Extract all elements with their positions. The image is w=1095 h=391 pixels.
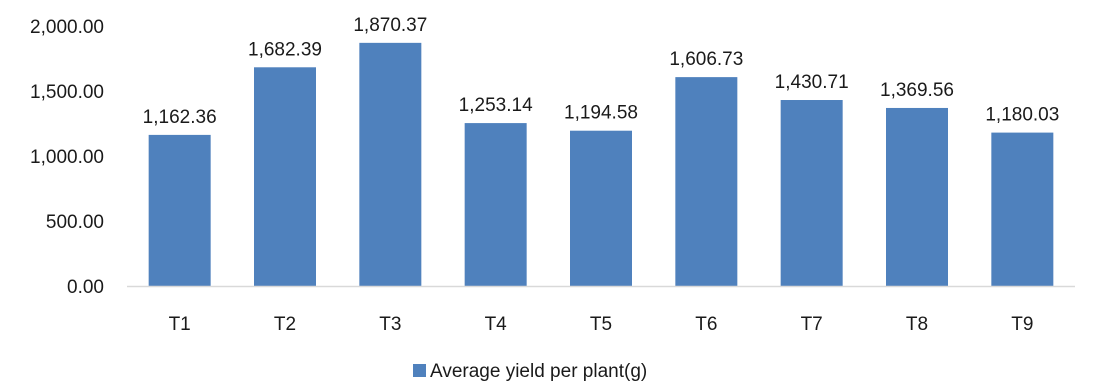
x-tick-label: T7 xyxy=(801,314,823,335)
y-axis: 0.00 500.00 1,000.00 1,500.00 2,000.00 xyxy=(30,17,104,298)
bar xyxy=(780,100,843,287)
bar xyxy=(148,134,211,286)
legend-label: Average yield per plant(g) xyxy=(430,361,647,382)
bar xyxy=(359,42,422,286)
x-axis: T1 T2 T3 T4 T5 T6 T7 T8 T9 xyxy=(127,285,1075,335)
y-tick-label: 1,500.00 xyxy=(30,82,104,103)
y-tick-label: 0.00 xyxy=(67,277,104,298)
legend: Average yield per plant(g) xyxy=(413,361,647,382)
data-label: 1,180.03 xyxy=(985,105,1059,126)
data-label: 1,194.58 xyxy=(564,103,638,124)
y-tick-label: 500.00 xyxy=(46,212,104,233)
y-tick-label: 2,000.00 xyxy=(30,17,104,38)
y-tick-label: 1,000.00 xyxy=(30,147,104,168)
data-label: 1,369.56 xyxy=(880,80,954,101)
x-tick-label: T8 xyxy=(906,314,928,335)
x-tick-label: T6 xyxy=(695,314,717,335)
bar xyxy=(675,77,738,287)
x-tick-label: T1 xyxy=(169,314,191,335)
bar xyxy=(254,67,316,286)
x-tick-label: T2 xyxy=(274,314,296,335)
data-label: 1,606.73 xyxy=(669,49,743,70)
x-tick-label: T9 xyxy=(1011,314,1033,335)
x-tick-label: T3 xyxy=(379,314,401,335)
legend-swatch xyxy=(413,364,426,377)
data-label: 1,430.71 xyxy=(775,72,849,93)
bar xyxy=(991,132,1054,286)
x-tick-label: T5 xyxy=(590,314,612,335)
bar xyxy=(886,107,948,286)
data-label: 1,162.36 xyxy=(143,107,217,128)
bar xyxy=(570,130,632,286)
data-label: 1,682.39 xyxy=(248,39,322,60)
data-label: 1,870.37 xyxy=(353,15,427,36)
x-tick-label: T4 xyxy=(485,314,508,335)
data-label: 1,253.14 xyxy=(459,95,533,116)
bars: 1,162.36 1,682.39 1,870.37 1,253.14 1,194.58… xyxy=(143,15,1059,287)
bar xyxy=(464,123,527,286)
